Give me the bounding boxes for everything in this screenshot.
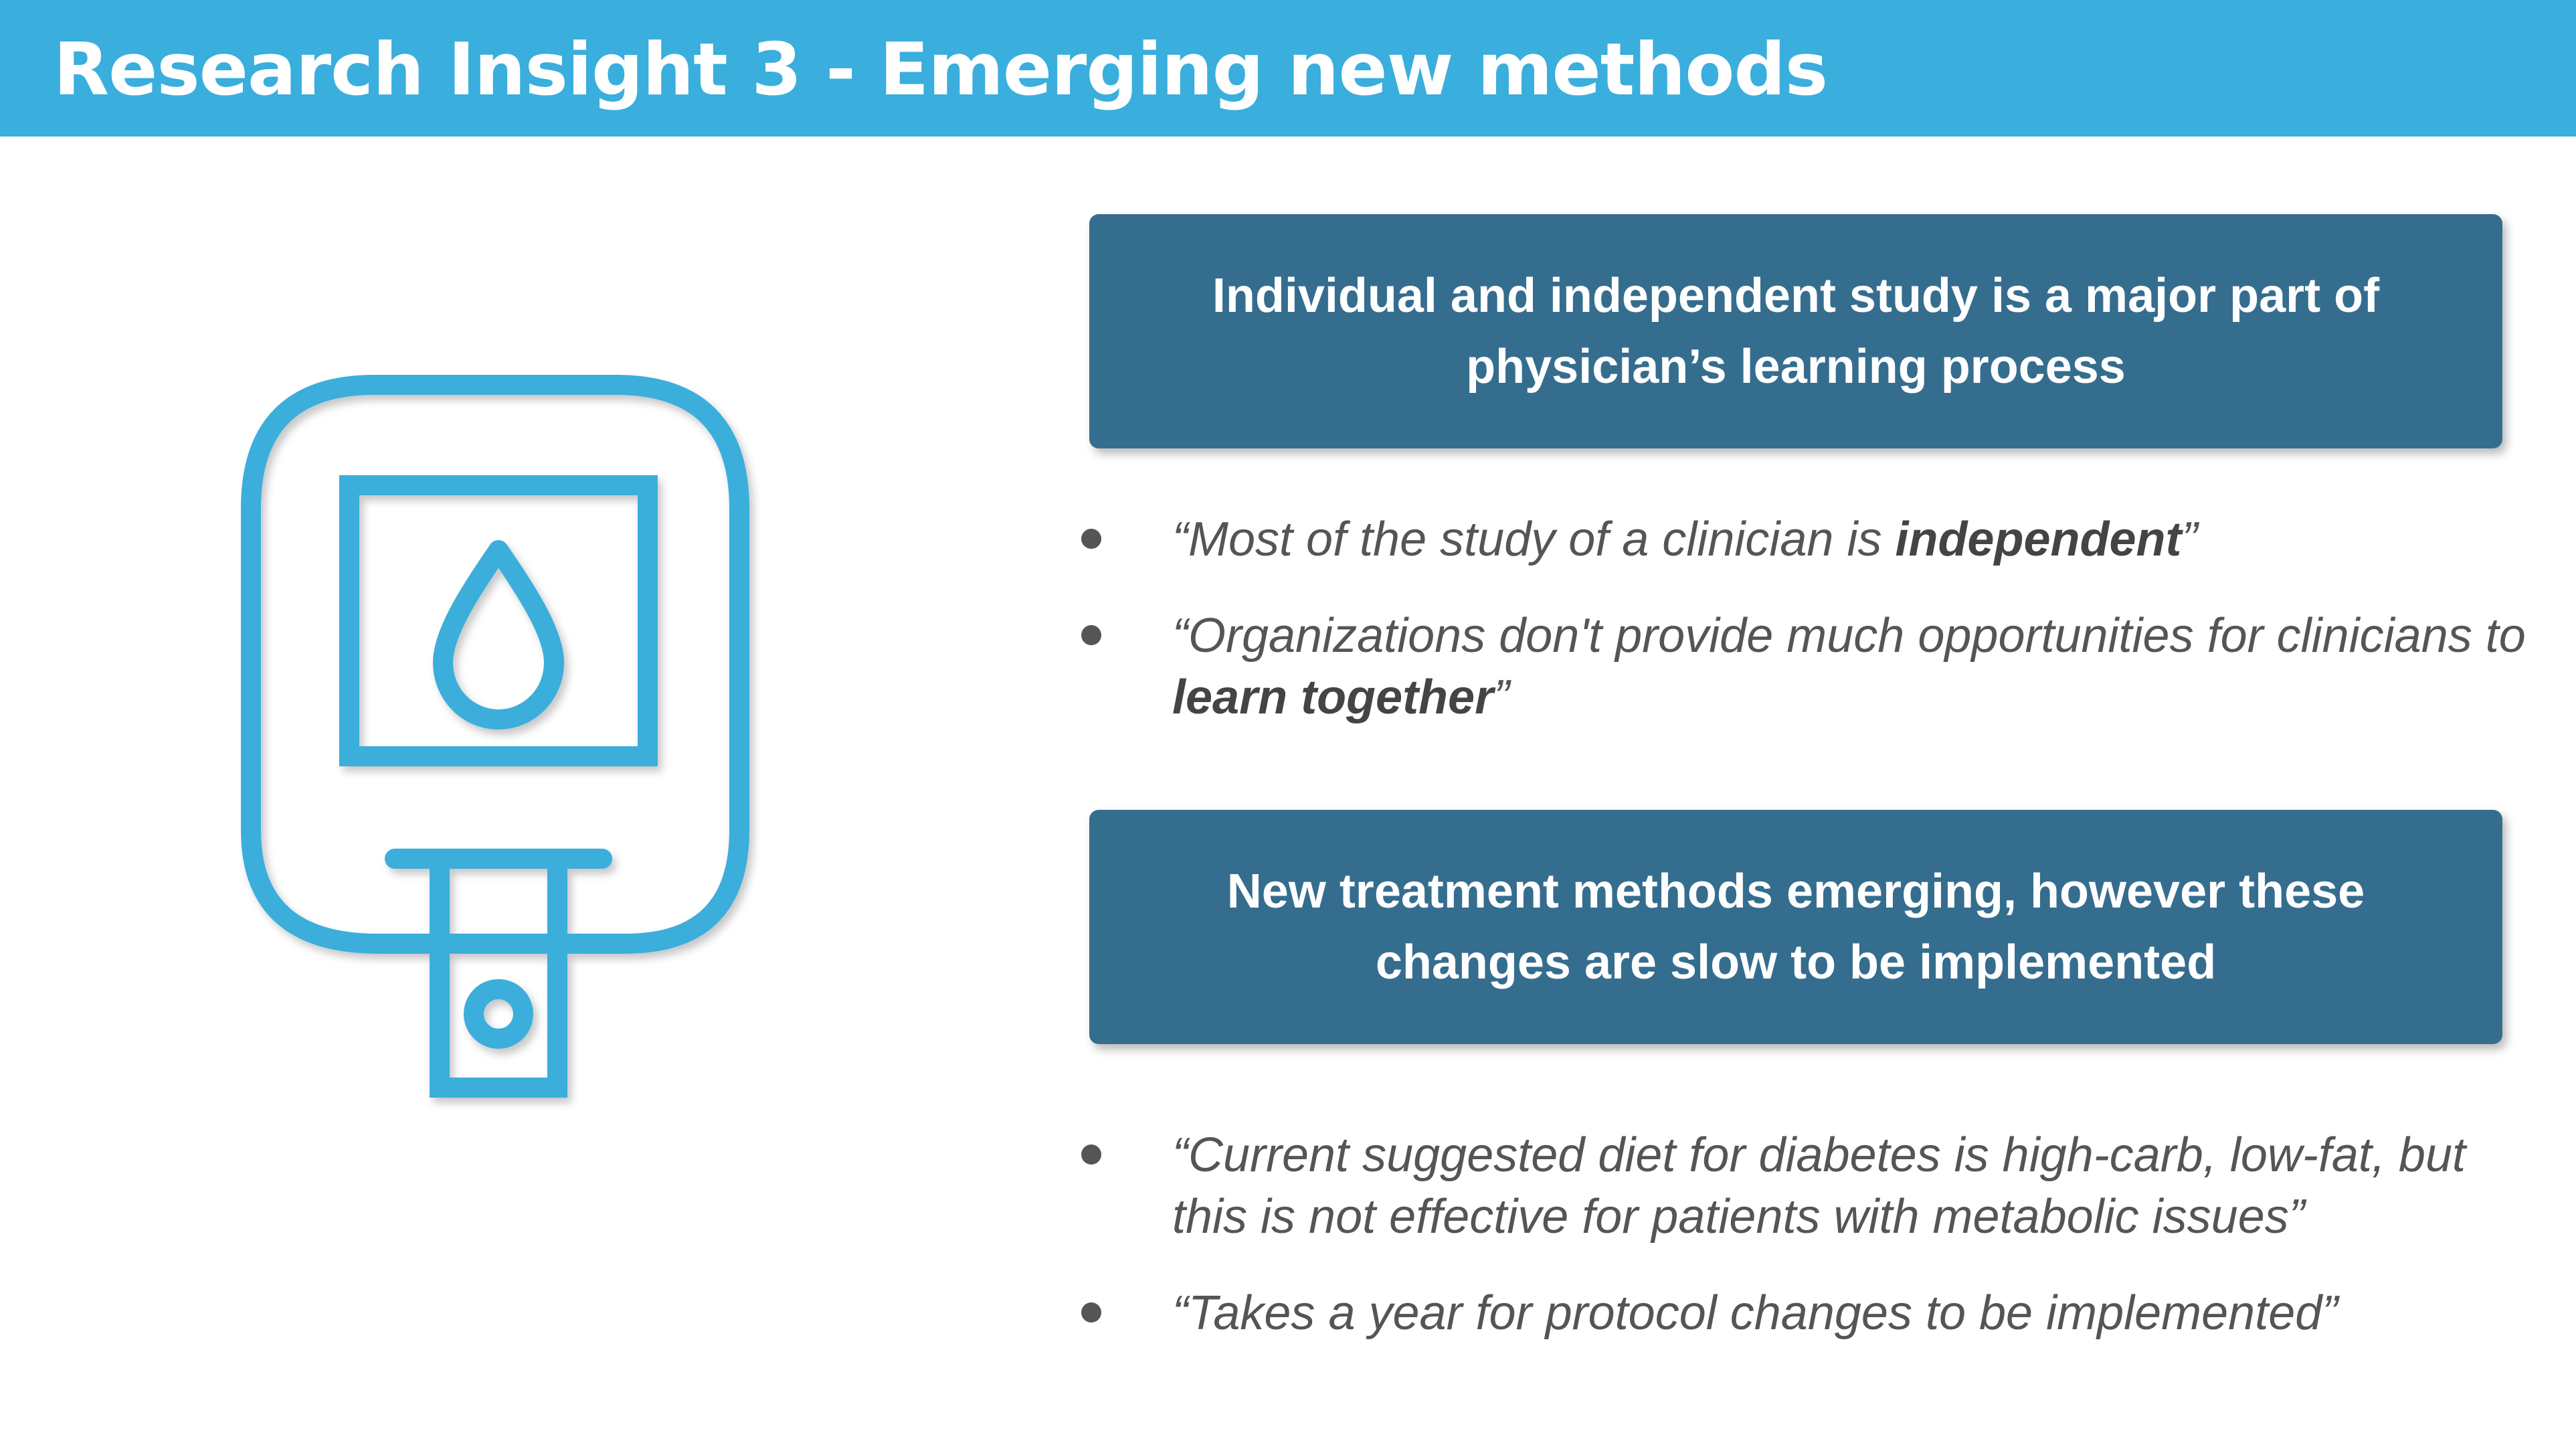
header-bar: Research Insight 3 - Emerging new method… xyxy=(0,0,2576,137)
insight-heading-1: Individual and independent study is a ma… xyxy=(1212,269,2380,394)
bullet-icon xyxy=(1081,1302,1101,1323)
insight-box-2: New treatment methods emerging, however … xyxy=(1089,810,2502,1044)
bullet-icon xyxy=(1081,1144,1101,1165)
glucose-meter-icon xyxy=(241,375,763,1111)
list-item: “Current suggested diet for diabetes is … xyxy=(1071,1124,2529,1248)
quote-list-1: “Most of the study of a clinician is ind… xyxy=(1071,509,2529,763)
list-item: “Most of the study of a clinician is ind… xyxy=(1071,509,2529,570)
quote-list-2: “Current suggested diet for diabetes is … xyxy=(1071,1124,2529,1379)
insight-heading-2: New treatment methods emerging, however … xyxy=(1226,865,2365,989)
list-item: “Takes a year for protocol changes to be… xyxy=(1071,1282,2529,1344)
bullet-icon xyxy=(1081,625,1101,645)
slide-title: Research Insight 3 - Emerging new method… xyxy=(54,28,1828,112)
bullet-icon xyxy=(1081,529,1101,549)
list-item: “Organizations don't provide much opport… xyxy=(1071,605,2529,728)
insight-box-1: Individual and independent study is a ma… xyxy=(1089,214,2502,448)
